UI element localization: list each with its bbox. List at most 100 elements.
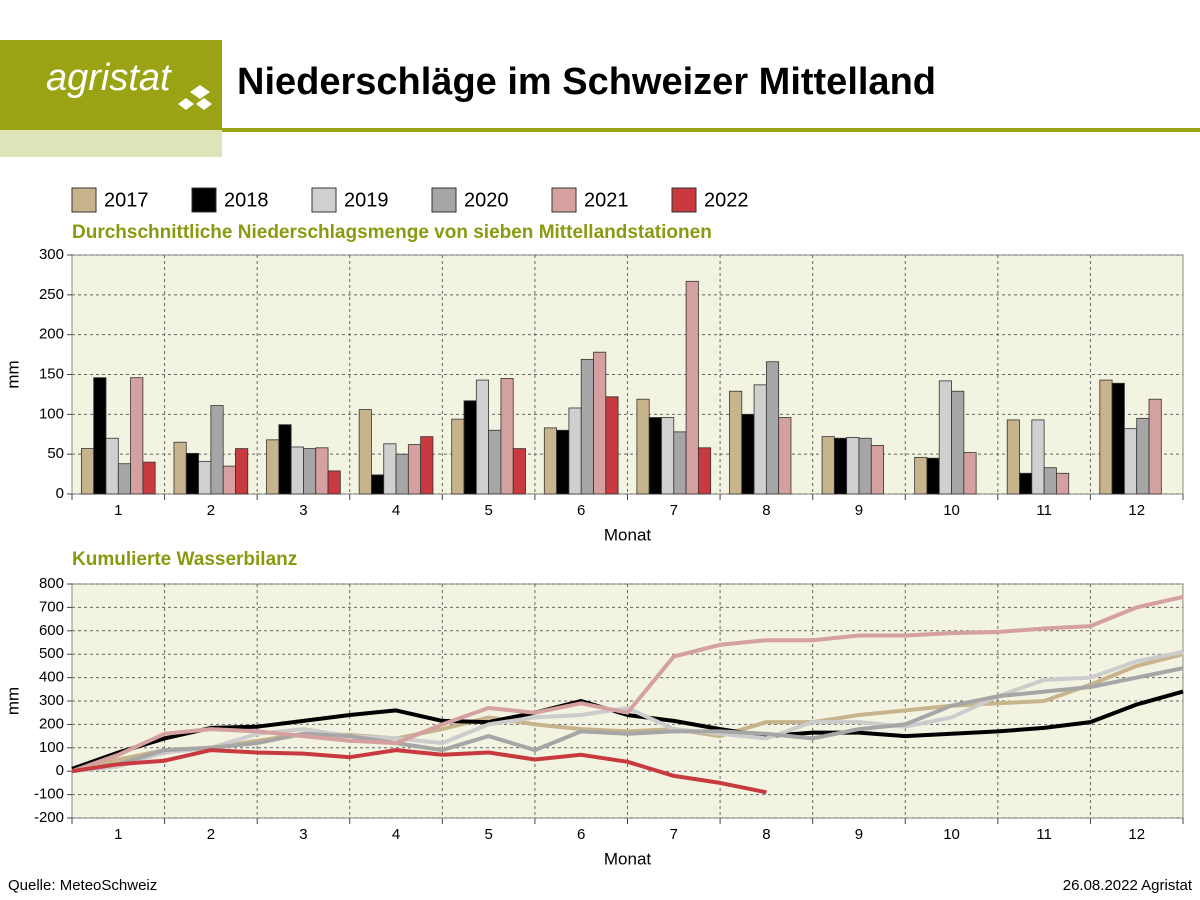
series-line	[71, 594, 1184, 774]
bar	[266, 439, 280, 495]
bar	[846, 437, 860, 495]
y-tick-label: 400	[39, 669, 64, 686]
series-line	[71, 748, 767, 795]
y-tick-label: 100	[39, 405, 64, 422]
source: Quelle: MeteoSchweiz	[8, 877, 157, 894]
y-tick-label: 300	[39, 692, 64, 709]
x-tick-label: 8	[762, 826, 770, 843]
x-tick-label: 4	[392, 826, 400, 843]
bar	[543, 427, 558, 495]
legend-label: 2020	[464, 189, 509, 211]
legend-label: 2018	[224, 189, 269, 211]
bar	[1056, 472, 1070, 495]
bar	[1043, 467, 1057, 495]
bar	[636, 398, 650, 495]
bar	[130, 377, 144, 495]
bar	[142, 461, 156, 495]
x-tick-label: 9	[855, 502, 863, 519]
bar	[463, 400, 477, 495]
header-rule	[222, 128, 1200, 132]
logo-box	[0, 40, 222, 130]
x-tick-label: 10	[943, 502, 960, 519]
bar	[741, 413, 755, 495]
y-tick-label: -100	[34, 786, 64, 803]
chart-title: Durchschnittliche Niederschlagsmenge von…	[72, 222, 712, 243]
x-tick-label: 11	[1036, 502, 1052, 519]
x-tick-label: 1	[114, 826, 122, 843]
bar	[235, 448, 249, 495]
legend-label: 2021	[584, 189, 629, 211]
bar	[500, 378, 514, 495]
bar	[93, 377, 107, 495]
bar	[278, 424, 292, 495]
bar	[371, 474, 385, 495]
bar	[1124, 428, 1138, 495]
bar	[765, 361, 780, 495]
x-tick-label: 5	[484, 502, 492, 519]
bar	[753, 384, 767, 495]
bar	[451, 418, 465, 495]
bar	[858, 437, 872, 495]
x-tick-label: 12	[1128, 826, 1145, 843]
y-axis-label: mm	[3, 687, 22, 715]
y-axis-label: mm	[3, 360, 22, 388]
bar	[1148, 398, 1162, 495]
date: 26.08.2022 Agristat	[1063, 877, 1193, 894]
bar	[1006, 419, 1020, 495]
bar	[951, 390, 965, 495]
bar	[358, 409, 372, 495]
y-tick-label: 250	[39, 286, 64, 303]
logo-strip	[0, 130, 222, 157]
bar	[648, 417, 662, 495]
bar	[821, 436, 835, 495]
x-tick-label: 7	[670, 826, 678, 843]
x-tick-label: 2	[207, 826, 215, 843]
y-tick-label: 600	[39, 622, 64, 639]
bar	[568, 407, 582, 495]
bar	[1031, 419, 1045, 495]
x-tick-label: 6	[577, 826, 585, 843]
bar	[833, 437, 848, 495]
bar	[512, 448, 526, 495]
bar	[580, 358, 594, 495]
legend-swatch	[671, 187, 697, 213]
x-tick-label: 9	[855, 826, 863, 843]
x-tick-label: 11	[1036, 826, 1052, 843]
bar	[685, 280, 699, 495]
legend-swatch	[311, 187, 337, 213]
y-tick-label: 200	[39, 326, 64, 343]
bar	[729, 390, 743, 495]
series-line	[71, 689, 1184, 771]
bar	[327, 470, 341, 495]
logo: agristat	[46, 57, 172, 99]
bar	[315, 447, 329, 495]
y-tick-label: 200	[39, 715, 64, 732]
legend-swatch	[71, 187, 97, 213]
bar	[420, 436, 434, 495]
bar	[914, 456, 928, 495]
bar	[198, 460, 212, 495]
y-tick-label: 0	[56, 762, 64, 779]
bar	[488, 429, 502, 495]
y-tick-label: 150	[39, 365, 64, 382]
bar	[383, 443, 397, 495]
bar	[778, 417, 792, 495]
x-axis-label: Monat	[604, 525, 652, 544]
logo-icon	[178, 85, 212, 110]
y-tick-label: 700	[39, 598, 64, 615]
y-tick-label: 100	[39, 739, 64, 756]
bar	[556, 429, 570, 495]
x-tick-label: 1	[114, 502, 122, 519]
bar	[475, 379, 490, 495]
x-tick-label: 4	[392, 502, 400, 519]
bar	[593, 351, 607, 495]
y-tick-label: 0	[56, 485, 64, 502]
legend-swatch	[191, 187, 217, 213]
bar	[697, 447, 712, 495]
y-tick-label: 300	[39, 246, 64, 263]
x-tick-label: 5	[484, 826, 492, 843]
page-title: Niederschläge im Schweizer Mittelland	[237, 61, 936, 103]
bar	[117, 463, 131, 495]
series-line	[71, 666, 1184, 774]
y-tick-label: 800	[39, 575, 64, 592]
